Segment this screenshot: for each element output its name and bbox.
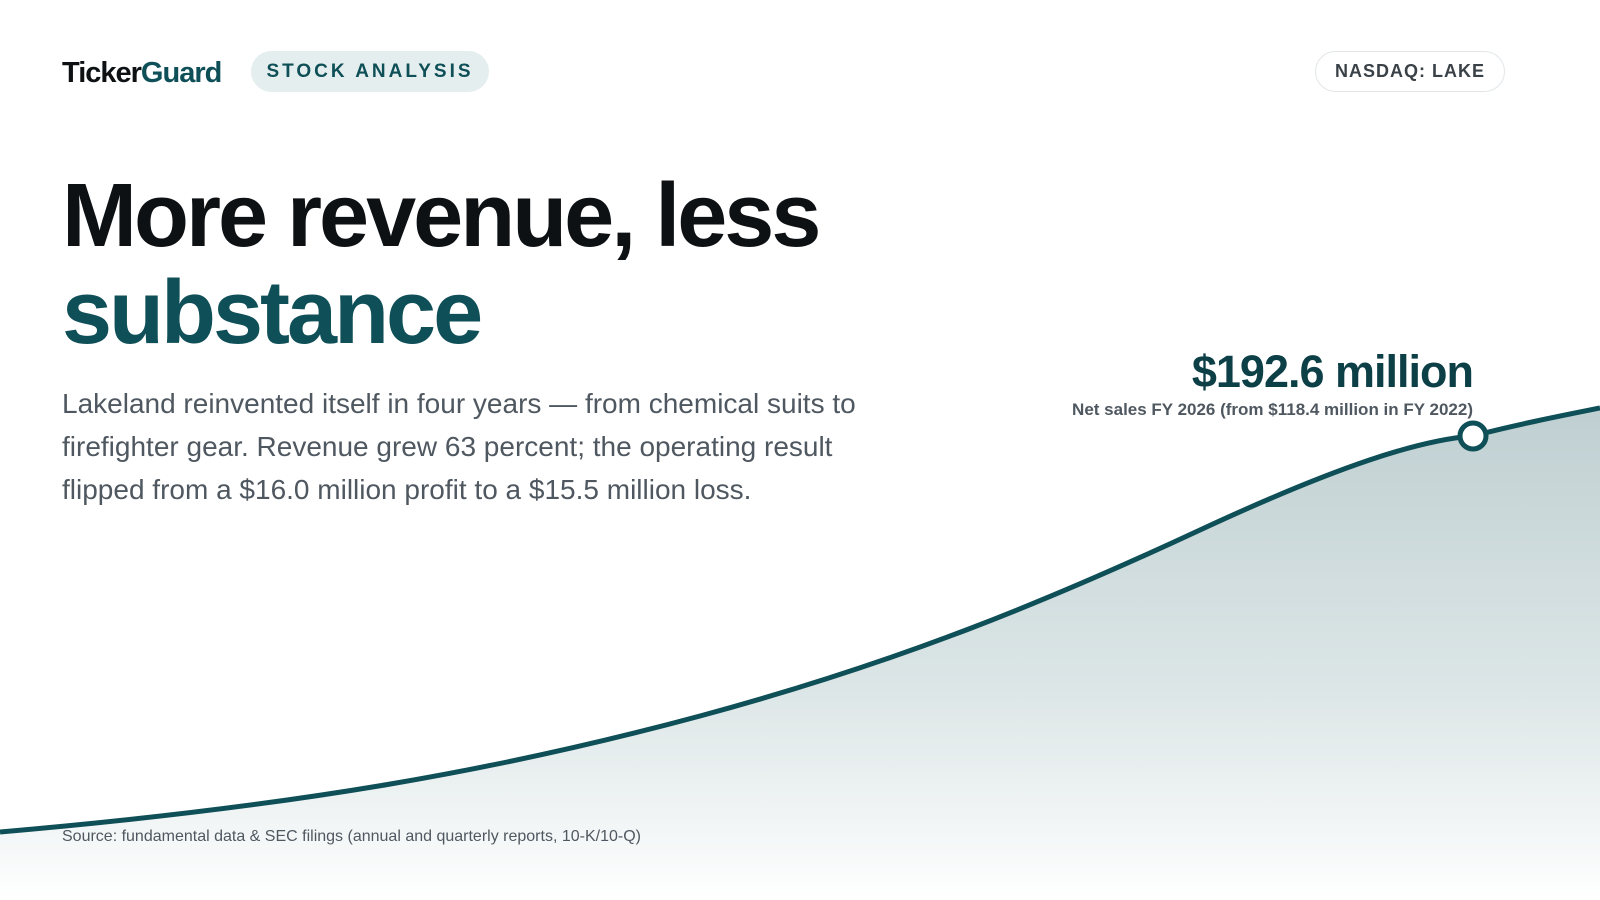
brand-logo-part1: Ticker: [62, 57, 142, 89]
lede-paragraph: Lakeland reinvented itself in four years…: [62, 388, 856, 505]
brand-logo-part2: Guard: [140, 57, 222, 89]
callout-value: $192.6 million: [1191, 346, 1474, 397]
brand-logo: TickerGuard: [62, 55, 222, 91]
callout-caption: Net sales FY 2026 (from $118.4 million i…: [1072, 400, 1473, 419]
section-badge: STOCK ANALYSIS: [251, 51, 489, 92]
headline: More revenue, less substance: [62, 166, 821, 363]
headline-line1: More revenue, less: [62, 166, 821, 266]
headline-line2: substance: [62, 263, 483, 363]
revenue-endpoint-marker: [1457, 420, 1489, 452]
source-note: Source: fundamental data & SEC filings (…: [62, 828, 641, 845]
ticker-badge: NASDAQ: LAKE: [1315, 51, 1505, 92]
